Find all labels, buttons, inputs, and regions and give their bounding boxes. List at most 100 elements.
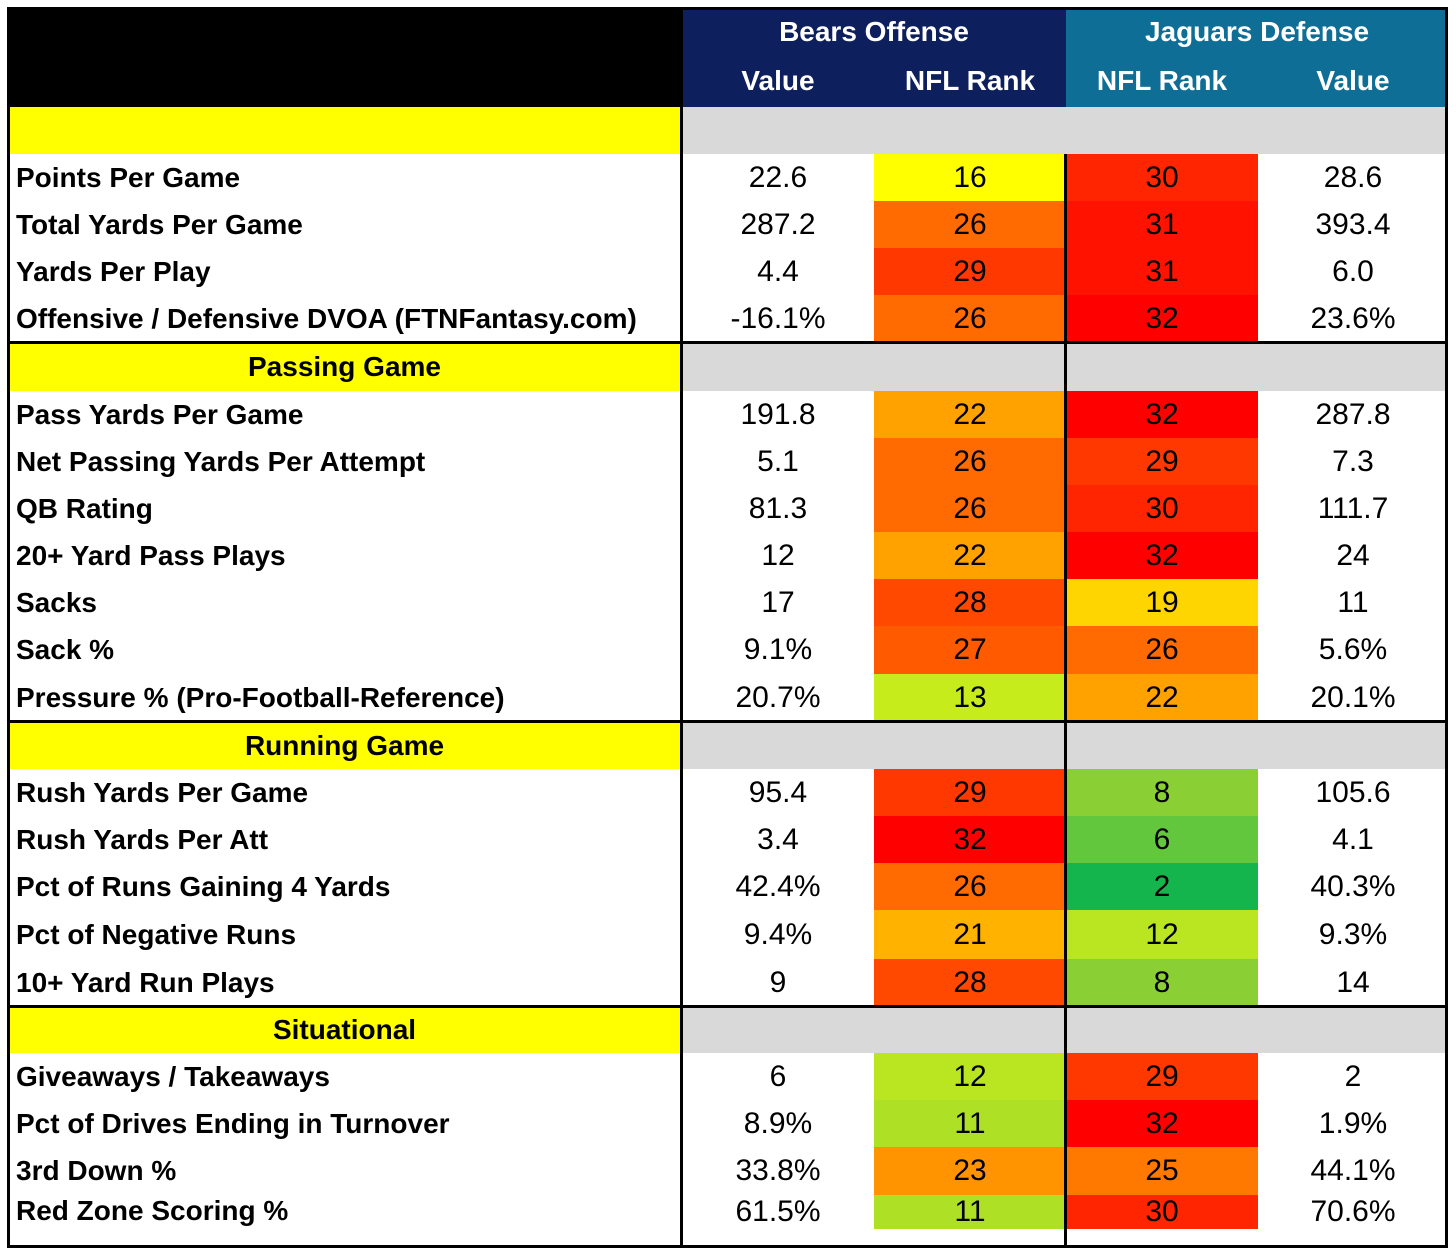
metric-label: Total Yards Per Game [16, 208, 303, 240]
bears-rank: 22 [874, 532, 1066, 579]
col-header-bears-value: Value [741, 65, 815, 96]
jaguars-rank: 22 [1066, 674, 1258, 722]
label-divider [680, 7, 683, 1248]
metric-label: Sacks [16, 586, 97, 618]
bears-offense-title: Bears Offense [779, 16, 969, 47]
metric-label: Yards Per Play [16, 255, 211, 287]
jaguars-rank: 25 [1066, 1147, 1258, 1195]
jaguars-rank: 12 [1066, 910, 1258, 959]
bears-value: 6 [769, 1059, 787, 1093]
jaguars-value: 6.0 [1332, 254, 1374, 288]
bears-rank: 26 [874, 295, 1066, 343]
section-title [7, 107, 682, 154]
bears-rank: 26 [874, 438, 1066, 485]
bears-rank: 27 [874, 626, 1066, 674]
metric-label: QB Rating [16, 492, 153, 524]
bears-value: 33.8% [735, 1154, 821, 1187]
jaguars-rank: 31 [1066, 248, 1258, 295]
metric-label: Sack % [16, 634, 115, 665]
jaguars-value: 70.6% [1310, 1195, 1396, 1228]
bears-rank: 13 [874, 674, 1066, 722]
bears-value: 3.4 [757, 822, 799, 856]
bears-value: 5.1 [757, 444, 799, 478]
metric-label: 10+ Yard Run Plays [16, 967, 275, 998]
jaguars-rank: 6 [1066, 816, 1258, 863]
metric-label: Net Passing Yards Per Attempt [16, 445, 426, 477]
jaguars-value: 28.6 [1323, 160, 1383, 194]
section-title: Passing Game [7, 343, 682, 391]
jaguars-rank: 32 [1066, 1100, 1258, 1147]
section-fill [682, 107, 1448, 154]
bears-rank: 11 [874, 1195, 1066, 1229]
metric-label: Pct of Negative Runs [16, 918, 297, 950]
section-title: Situational [7, 1007, 682, 1053]
col-header-bears-rank: NFL Rank [904, 65, 1036, 96]
bears-value: 9.1% [743, 633, 813, 666]
bears-rank: 29 [874, 769, 1066, 816]
metric-label: Giveaways / Takeaways [16, 1060, 330, 1092]
jaguars-header-bg [1066, 7, 1448, 107]
jaguars-value: 105.6 [1315, 775, 1391, 809]
border-top [7, 7, 1448, 10]
jaguars-rank: 32 [1066, 295, 1258, 343]
jaguars-value: 24 [1336, 538, 1370, 572]
bears-value: 95.4 [748, 775, 808, 809]
bears-value: 8.9% [743, 1106, 813, 1140]
bears-rank: 23 [874, 1147, 1066, 1195]
metric-label: Red Zone Scoring % [16, 1195, 289, 1226]
bears-rank: 11 [874, 1100, 1066, 1147]
section-divider [7, 1005, 1448, 1008]
jaguars-rank: 19 [1066, 579, 1258, 626]
metric-label: 3rd Down % [16, 1155, 177, 1186]
metric-label: Rush Yards Per Game [16, 776, 309, 808]
bears-value: 12 [761, 538, 795, 572]
jaguars-rank: 29 [1066, 1053, 1258, 1100]
jaguars-value: 287.8 [1315, 397, 1391, 431]
metric-label: Points Per Game [16, 161, 241, 193]
bears-rank: 29 [874, 248, 1066, 295]
jaguars-value: 4.1 [1332, 822, 1374, 856]
bears-rank: 12 [874, 1053, 1066, 1100]
jaguars-rank: 26 [1066, 626, 1258, 674]
bears-rank: 22 [874, 391, 1066, 438]
bears-rank: 21 [874, 910, 1066, 959]
jaguars-defense-title: Jaguars Defense [1144, 16, 1370, 47]
jaguars-rank: 29 [1066, 438, 1258, 485]
jaguars-value: 1.9% [1318, 1106, 1388, 1140]
jaguars-value: 14 [1336, 966, 1370, 999]
bears-rank: 28 [874, 959, 1066, 1007]
jaguars-value: 11 [1337, 585, 1369, 619]
metric-label: Pressure % (Pro-Football-Reference) [16, 682, 505, 713]
bears-rank: 26 [874, 201, 1066, 248]
jaguars-value: 393.4 [1315, 207, 1391, 241]
jaguars-value: 2 [1344, 1059, 1362, 1093]
metric-label: Pct of Drives Ending in Turnover [16, 1107, 450, 1139]
jaguars-rank: 8 [1066, 769, 1258, 816]
jaguars-rank: 30 [1066, 154, 1258, 201]
section-divider [7, 720, 1448, 723]
bears-value: 20.7% [735, 681, 821, 714]
jaguars-rank: 30 [1066, 485, 1258, 532]
jaguars-rank: 31 [1066, 201, 1258, 248]
bears-value: 287.2 [740, 207, 816, 241]
metric-label: Pct of Runs Gaining 4 Yards [16, 870, 391, 902]
bears-value: 22.6 [748, 160, 808, 194]
section-divider [7, 341, 1448, 344]
team-divider [1064, 154, 1067, 1248]
metric-label: 20+ Yard Pass Plays [16, 539, 286, 571]
bears-rank: 26 [874, 863, 1066, 910]
bears-value: 81.3 [748, 491, 808, 525]
bears-rank: 26 [874, 485, 1066, 532]
jaguars-value: 7.3 [1332, 444, 1374, 478]
header-blank [7, 7, 682, 107]
jaguars-value: 44.1% [1310, 1154, 1396, 1187]
bears-rank: 28 [874, 579, 1066, 626]
bears-value: 191.8 [740, 397, 816, 431]
jaguars-value: 111.7 [1317, 491, 1389, 525]
bears-value: 9.4% [743, 917, 813, 951]
jaguars-value: 5.6% [1318, 633, 1388, 666]
bears-value: 17 [761, 585, 795, 619]
border-left [7, 7, 10, 1248]
col-header-jaguars-value: Value [1316, 65, 1390, 96]
jaguars-rank: 32 [1066, 532, 1258, 579]
